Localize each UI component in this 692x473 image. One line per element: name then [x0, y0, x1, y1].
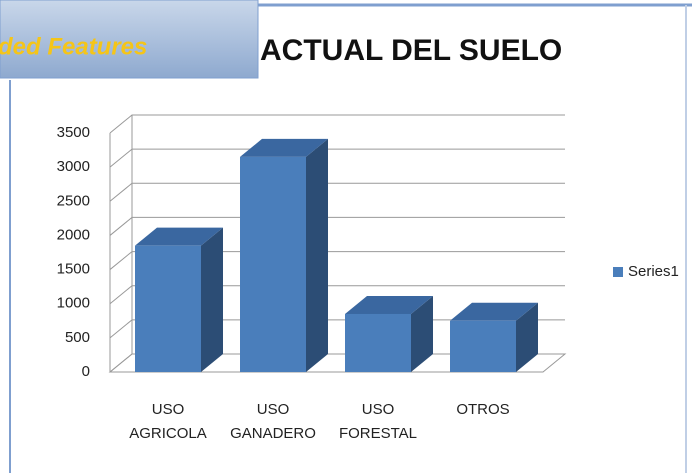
x-tick-label: USO AGRICOLA [129, 401, 207, 442]
bar [450, 320, 516, 372]
bar [135, 245, 201, 372]
grid-line [109, 216, 565, 236]
y-tick-label: 0 [82, 363, 90, 380]
bar-side [516, 302, 538, 372]
bar-top [345, 295, 433, 314]
label-line: FORESTAL [339, 425, 417, 442]
chart-title: ACTUAL DEL SUELO [260, 34, 562, 67]
x-tick-label: OTROS [456, 401, 509, 418]
bar-top [240, 138, 328, 157]
label-line: AGRICOLA [129, 425, 207, 442]
x-tick-label: USO FORESTAL [339, 401, 417, 442]
bar-top [450, 302, 538, 321]
legend-label: Series1 [628, 263, 679, 280]
bar [240, 156, 306, 372]
banner-text: ded Features [0, 33, 147, 60]
label-line: USO [362, 401, 395, 418]
x-tick-label: USO GANADERO [230, 401, 316, 442]
grid-line [109, 182, 565, 202]
grid-line [109, 148, 565, 168]
bar-side [306, 138, 328, 372]
grid-line [109, 114, 565, 134]
y-tick-label: 2000 [57, 226, 90, 243]
y-tick-label: 500 [65, 329, 90, 346]
label-line: USO [152, 401, 185, 418]
bar-side [201, 227, 223, 372]
bar [345, 313, 411, 372]
y-tick-label: 3000 [57, 158, 90, 175]
bar-top [135, 227, 223, 246]
y-tick-label: 1000 [57, 295, 90, 312]
y-tick-label: 3500 [57, 124, 90, 141]
label-line: USO [257, 401, 290, 418]
grid-line [109, 251, 565, 270]
legend-swatch [613, 267, 623, 277]
banner-box [0, 0, 259, 79]
bar-side [411, 295, 433, 372]
grid-line [109, 285, 565, 305]
y-tick-label: 2500 [57, 192, 90, 209]
y-tick-label: 1500 [57, 261, 90, 278]
label-line: GANADERO [230, 425, 316, 442]
